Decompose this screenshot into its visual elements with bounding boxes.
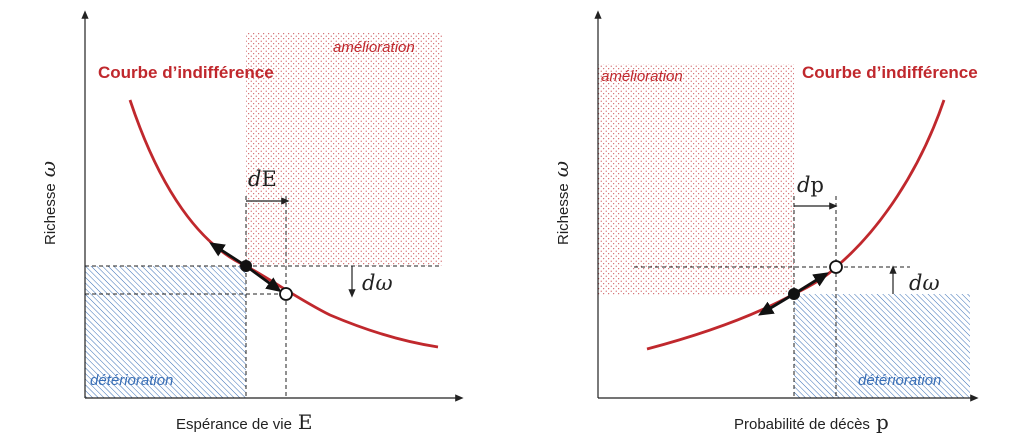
svg-text:Richesseω: Richesseω bbox=[549, 161, 573, 245]
right-new-point bbox=[829, 260, 843, 274]
right-axes bbox=[594, 10, 979, 402]
left-tangent-arrow-up bbox=[209, 242, 247, 268]
left-dx-label: dE bbox=[248, 167, 277, 191]
right-improvement-region bbox=[598, 64, 794, 295]
left-axes bbox=[81, 10, 464, 402]
right-dx-label: dp bbox=[797, 173, 824, 197]
left-tangent-arrow-down bbox=[245, 264, 282, 293]
right-curve-label: Courbe d’indifférence bbox=[802, 63, 978, 82]
left-dw-label: dω bbox=[362, 271, 393, 295]
left-x-axis-label: Espérance de vie E bbox=[176, 410, 313, 434]
right-deterioration-region bbox=[794, 294, 970, 398]
right-y-axis-label: Richesseω bbox=[549, 161, 573, 245]
left-new-point bbox=[279, 287, 293, 301]
left-panel: Courbe d’indifférence amélioration détér… bbox=[36, 10, 464, 434]
right-panel: Courbe d’indifférence amélioration détér… bbox=[549, 10, 979, 434]
left-improvement-label: amélioration bbox=[333, 39, 415, 56]
right-x-axis-label: Probabilité de décès p bbox=[734, 410, 889, 434]
left-deterioration-label: détérioration bbox=[90, 372, 173, 389]
right-deterioration-label: détérioration bbox=[858, 372, 941, 389]
right-dw-label: dω bbox=[909, 271, 940, 295]
left-initial-point bbox=[240, 260, 252, 272]
left-improvement-region bbox=[246, 33, 442, 266]
left-deterioration-region bbox=[85, 266, 246, 398]
right-initial-point bbox=[788, 288, 800, 300]
svg-text:Richesseω: Richesseω bbox=[36, 161, 60, 245]
right-improvement-label: amélioration bbox=[601, 68, 683, 85]
left-curve-label: Courbe d’indifférence bbox=[98, 63, 274, 82]
left-y-axis-label: Richesseω bbox=[36, 161, 60, 245]
